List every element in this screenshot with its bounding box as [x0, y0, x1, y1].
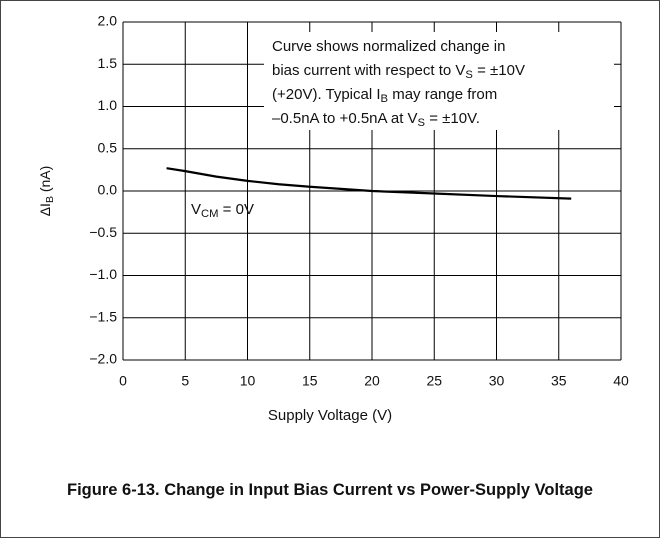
- x-tick-label: 10: [240, 373, 256, 389]
- y-tick-label: 0.5: [98, 139, 118, 155]
- x-tick-label: 40: [613, 373, 629, 389]
- annotation-line-subscript: S: [418, 117, 426, 129]
- x-tick-label: 20: [364, 373, 380, 389]
- annotation-line-part: may range from: [388, 86, 497, 103]
- x-tick-label: 35: [551, 373, 567, 389]
- y-tick-label: 0.0: [98, 182, 118, 198]
- y-tick-label: −0.5: [89, 224, 117, 240]
- annotation-box: [264, 32, 614, 130]
- annotation-line: Curve shows normalized change in: [272, 38, 505, 55]
- x-axis-label: Supply Voltage (V): [268, 407, 392, 424]
- y-axis-label: ΔIB (nA): [37, 166, 56, 217]
- curve-label-part: = 0V: [219, 201, 254, 218]
- annotation-line-subscript: B: [381, 93, 389, 105]
- y-axis-label-subscript: B: [44, 196, 56, 203]
- caption: Figure 6-13. Change in Input Bias Curren…: [67, 481, 593, 499]
- y-tick-label: −1.0: [89, 266, 117, 282]
- x-tick-label: 15: [302, 373, 318, 389]
- annotation-line: –0.5nA to +0.5nA at VS = ±10V.: [272, 110, 480, 129]
- annotation-line-subscript: S: [465, 69, 473, 81]
- x-tick-label: 5: [181, 373, 189, 389]
- y-axis-label-part: (nA): [37, 166, 53, 196]
- y-axis-label-part: ΔI: [37, 203, 53, 216]
- x-tick-label: 30: [489, 373, 505, 389]
- y-tick-label: 1.0: [98, 97, 118, 113]
- annotation-line-part: Curve shows normalized change in: [272, 38, 505, 55]
- x-tick-label: 0: [119, 373, 127, 389]
- curve-label: VCM = 0V: [191, 201, 254, 220]
- annotation-line: bias current with respect to VS = ±10V: [272, 62, 525, 81]
- y-tick-label: −1.5: [89, 308, 117, 324]
- annotation-line: (+20V). Typical IB may range from: [272, 86, 497, 105]
- annotation-line-part: = ±10V: [473, 62, 525, 79]
- y-tick-label: 1.5: [98, 55, 118, 71]
- curve: [166, 167, 572, 200]
- x-tick-label: 25: [426, 373, 442, 389]
- annotation-line-part: = ±10V.: [425, 110, 480, 127]
- y-tick-label: 2.0: [98, 13, 118, 29]
- curve-label-subscript: CM: [201, 208, 219, 220]
- annotation-line-part: –0.5nA to +0.5nA at V: [272, 110, 418, 127]
- y-tick-label: −2.0: [89, 351, 117, 367]
- annotation-line-part: (+20V). Typical I: [272, 86, 381, 103]
- annotation-line-part: bias current with respect to V: [272, 62, 465, 79]
- curve-label-part: V: [191, 201, 201, 218]
